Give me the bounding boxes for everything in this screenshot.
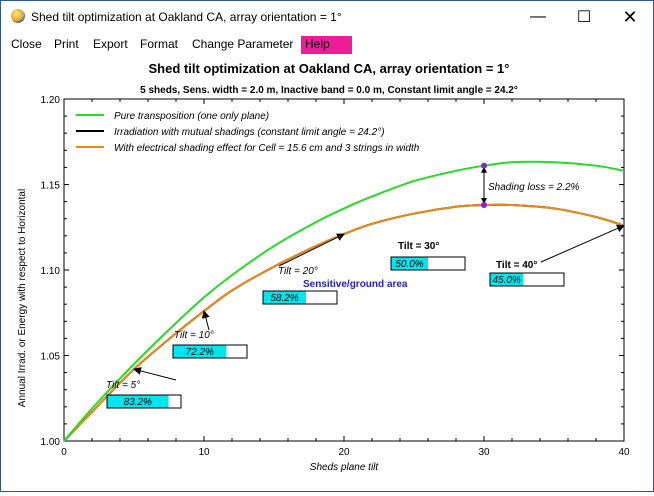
window-title: Shed tilt optimization at Oakland CA, ar… xyxy=(31,10,342,24)
ratio-box-border xyxy=(390,256,466,271)
x-tick-label: 10 xyxy=(198,447,210,458)
menu-help[interactable]: Help xyxy=(301,36,352,54)
ratio-label: 58.2% xyxy=(270,293,298,304)
legend-entry: Pure transposition (one only plane) xyxy=(114,111,269,122)
shading-loss-arrow-up xyxy=(481,166,487,173)
chart-subtitle: 5 sheds, Sens. width = 2.0 m, Inactive b… xyxy=(140,85,518,96)
menu-close[interactable]: Close xyxy=(11,37,42,51)
y-axis-label: Annual Irrad. or Energy with respect to … xyxy=(17,189,28,407)
ratio-label: 45.0% xyxy=(492,275,520,286)
annotation-arrow xyxy=(201,310,210,331)
ratio-fill xyxy=(173,345,227,358)
shed-tilt-chart: Shed tilt optimization at Oakland CA, ar… xyxy=(17,61,630,473)
legend-entry: Irradiation with mutual shadings (consta… xyxy=(114,127,385,138)
annotation-label: Tilt = 20° xyxy=(278,266,318,277)
chart-area: Shed tilt optimization at Oakland CA, ar… xyxy=(1,55,653,491)
marker-orange-30 xyxy=(481,202,487,209)
legend-entry: With electrical shading effect for Cell … xyxy=(114,143,420,154)
y-tick-label: 1.20 xyxy=(41,95,61,106)
menu-change-parameter[interactable]: Change Parameter xyxy=(192,37,294,51)
ratio-label: 50.0% xyxy=(395,259,423,270)
sensitive-area-label: Sensitive/ground area xyxy=(303,279,408,290)
minimize-icon[interactable]: — xyxy=(530,8,546,25)
ratio-label: 83.2% xyxy=(124,397,152,408)
annotation-arrow xyxy=(133,367,177,381)
x-tick-label: 40 xyxy=(618,447,630,458)
menu-format[interactable]: Format xyxy=(140,37,179,51)
chart-title: Shed tilt optimization at Oakland CA, ar… xyxy=(149,61,510,76)
close-icon[interactable]: ✕ xyxy=(622,6,638,27)
ratio-box-border xyxy=(106,394,182,409)
annotation-arrow xyxy=(540,224,625,263)
menu-print[interactable]: Print xyxy=(54,37,79,51)
ratio-fill xyxy=(107,395,169,408)
series-line-0 xyxy=(63,160,625,442)
marker-green-30 xyxy=(481,162,487,169)
x-tick-label: 30 xyxy=(478,447,490,458)
y-tick-label: 1.10 xyxy=(41,266,61,277)
annotation-arrow xyxy=(278,233,345,267)
y-tick-label: 1.05 xyxy=(41,352,61,363)
y-tick-label: 1.15 xyxy=(41,181,61,192)
annotation-label: Tilt = 10° xyxy=(174,330,214,341)
app-globe-icon xyxy=(11,9,25,23)
ratio-fill xyxy=(391,257,428,270)
shading-loss-label: Shading loss = 2.2% xyxy=(488,182,580,193)
ratio-box-border xyxy=(262,290,338,305)
y-tick-label: 1.00 xyxy=(41,437,61,448)
annotation-label: Tilt = 40° xyxy=(496,260,537,271)
x-axis-label: Sheds plane tilt xyxy=(310,462,380,473)
annotation-label: Tilt = 30° xyxy=(398,241,439,252)
ratio-fill xyxy=(490,273,524,286)
maximize-icon[interactable]: ☐ xyxy=(576,9,592,26)
title-bar: Shed tilt optimization at Oakland CA, ar… xyxy=(1,1,653,33)
annotation-label: Tilt = 5° xyxy=(106,380,140,391)
shading-loss-arrow-down xyxy=(481,198,487,205)
x-tick-label: 0 xyxy=(61,447,67,458)
menu-bar: Close Print Export Format Change Paramet… xyxy=(1,34,653,54)
x-tick-label: 20 xyxy=(338,447,350,458)
ratio-label: 72.2% xyxy=(186,347,214,358)
ratio-box-border xyxy=(489,272,565,287)
menu-export[interactable]: Export xyxy=(93,37,128,51)
ratio-fill xyxy=(263,291,307,304)
ratio-box-border xyxy=(172,344,248,359)
